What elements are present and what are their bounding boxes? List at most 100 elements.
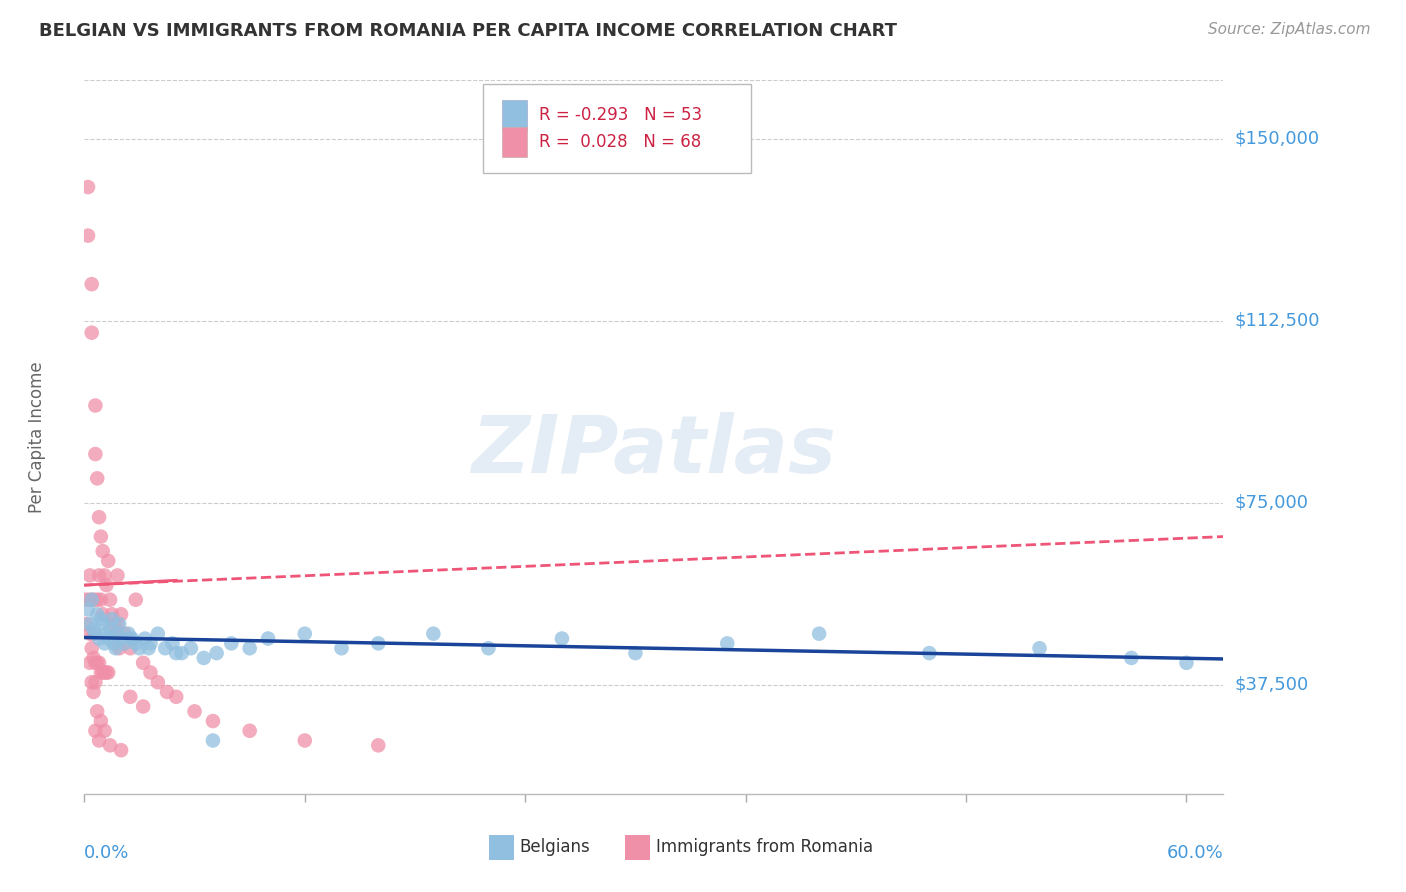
Point bbox=[83, 626, 105, 640]
Point bbox=[716, 636, 738, 650]
Point bbox=[86, 607, 108, 622]
Point bbox=[79, 617, 101, 632]
Point bbox=[110, 743, 132, 757]
Point bbox=[110, 607, 132, 622]
Text: R = -0.293   N = 53: R = -0.293 N = 53 bbox=[538, 106, 702, 124]
Point bbox=[477, 641, 499, 656]
Point bbox=[91, 544, 114, 558]
Point bbox=[153, 641, 176, 656]
Point bbox=[87, 632, 110, 646]
Point bbox=[107, 568, 129, 582]
Point bbox=[79, 656, 101, 670]
Point bbox=[125, 592, 148, 607]
Point bbox=[84, 399, 107, 413]
Point bbox=[221, 636, 243, 650]
Point bbox=[132, 656, 155, 670]
FancyBboxPatch shape bbox=[502, 127, 527, 157]
Point bbox=[205, 646, 228, 660]
Point bbox=[97, 554, 120, 568]
Point bbox=[117, 626, 139, 640]
Text: $112,500: $112,500 bbox=[1234, 311, 1320, 329]
Point bbox=[1121, 651, 1143, 665]
Point bbox=[165, 646, 187, 660]
Point bbox=[91, 665, 114, 680]
Point bbox=[90, 592, 112, 607]
Point bbox=[294, 626, 316, 640]
Point bbox=[180, 641, 202, 656]
Text: $75,000: $75,000 bbox=[1234, 493, 1309, 512]
Point bbox=[257, 632, 280, 646]
Point bbox=[201, 733, 224, 747]
Point bbox=[75, 617, 97, 632]
Point bbox=[87, 568, 110, 582]
Point bbox=[93, 568, 115, 582]
Point bbox=[120, 632, 142, 646]
Point bbox=[87, 733, 110, 747]
FancyBboxPatch shape bbox=[484, 84, 751, 173]
Point bbox=[114, 636, 136, 650]
Point bbox=[193, 651, 215, 665]
Point bbox=[83, 592, 105, 607]
Point bbox=[104, 626, 127, 640]
Point bbox=[91, 617, 114, 632]
Point bbox=[108, 617, 131, 632]
Point bbox=[90, 714, 112, 728]
Point bbox=[103, 617, 125, 632]
Text: $150,000: $150,000 bbox=[1234, 129, 1320, 147]
Point bbox=[139, 636, 162, 650]
Point bbox=[201, 714, 224, 728]
Point bbox=[98, 739, 121, 753]
Point bbox=[80, 277, 103, 292]
Point bbox=[80, 675, 103, 690]
Point bbox=[183, 704, 205, 718]
Point bbox=[84, 447, 107, 461]
Point bbox=[77, 180, 100, 194]
Text: Belgians: Belgians bbox=[519, 838, 591, 856]
Point bbox=[101, 607, 124, 622]
Point bbox=[90, 530, 112, 544]
Point bbox=[90, 612, 112, 626]
Point bbox=[146, 626, 169, 640]
Point bbox=[110, 632, 132, 646]
Point bbox=[84, 723, 107, 738]
Text: 60.0%: 60.0% bbox=[1167, 844, 1223, 862]
Point bbox=[330, 641, 353, 656]
Point bbox=[91, 607, 114, 622]
Point bbox=[84, 675, 107, 690]
Point bbox=[77, 602, 100, 616]
Point bbox=[101, 612, 124, 626]
Point bbox=[138, 641, 160, 656]
Point bbox=[96, 578, 118, 592]
Point bbox=[120, 641, 142, 656]
Text: BELGIAN VS IMMIGRANTS FROM ROMANIA PER CAPITA INCOME CORRELATION CHART: BELGIAN VS IMMIGRANTS FROM ROMANIA PER C… bbox=[39, 22, 897, 40]
Point bbox=[90, 665, 112, 680]
Point bbox=[77, 228, 100, 243]
Point bbox=[83, 685, 105, 699]
Point bbox=[87, 656, 110, 670]
Point bbox=[87, 510, 110, 524]
Point bbox=[84, 626, 107, 640]
Point bbox=[624, 646, 647, 660]
Point bbox=[104, 641, 127, 656]
Point bbox=[808, 626, 831, 640]
Point bbox=[107, 626, 129, 640]
Point bbox=[97, 665, 120, 680]
Point bbox=[1028, 641, 1050, 656]
Point bbox=[98, 592, 121, 607]
Point bbox=[96, 626, 118, 640]
Point bbox=[103, 636, 125, 650]
Point bbox=[107, 617, 129, 632]
Point bbox=[83, 622, 105, 636]
Point bbox=[86, 592, 108, 607]
Point bbox=[79, 626, 101, 640]
Point bbox=[86, 656, 108, 670]
Point bbox=[108, 641, 131, 656]
Point bbox=[97, 632, 120, 646]
Point bbox=[367, 636, 389, 650]
Point bbox=[918, 646, 941, 660]
Text: Immigrants from Romania: Immigrants from Romania bbox=[657, 838, 873, 856]
Point bbox=[294, 733, 316, 747]
Point bbox=[551, 632, 574, 646]
Point bbox=[367, 739, 389, 753]
Point bbox=[239, 641, 262, 656]
